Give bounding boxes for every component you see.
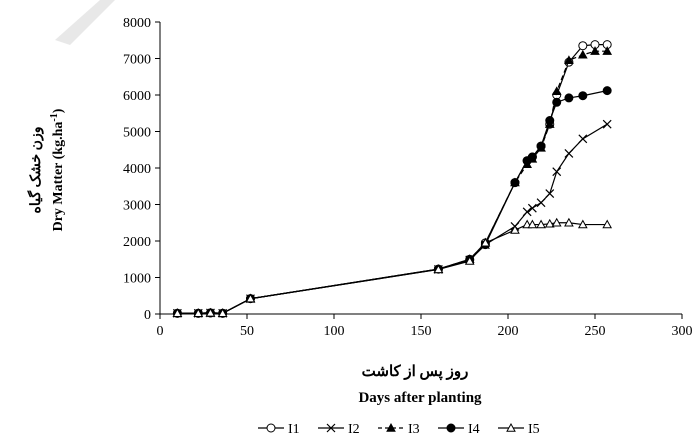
data-point-i3	[577, 49, 588, 59]
data-point-i2	[564, 148, 574, 158]
y-tick-label: 2000	[123, 235, 151, 250]
data-point-i4	[536, 141, 546, 151]
y-tick-label: 5000	[123, 126, 151, 141]
data-point-i5	[172, 308, 183, 317]
series-line-i1	[177, 44, 608, 314]
data-point-i2	[602, 119, 612, 129]
data-point-i5	[464, 256, 475, 265]
y-tick-label: 6000	[123, 89, 151, 104]
x-tick-label: 100	[324, 324, 345, 339]
x-tick-label: 0	[157, 324, 164, 339]
y-tick-label: 0	[144, 308, 151, 323]
x-tick-label: 200	[498, 324, 519, 339]
legend: I1 I2 I3 I4 I5	[258, 422, 540, 437]
y-tick-label: 1000	[123, 272, 151, 287]
data-point-i4	[527, 152, 537, 162]
x-tick-label: 250	[585, 324, 606, 339]
data-point-i5	[217, 308, 228, 317]
series-line-i3	[177, 50, 608, 314]
data-point-i5	[205, 307, 216, 317]
legend-marker	[266, 423, 276, 433]
x-tick-label: 50	[240, 324, 254, 339]
data-point-i5	[245, 293, 256, 303]
data-point-i4	[578, 91, 588, 101]
data-point-i5	[433, 264, 444, 274]
y-axis-label-persian: وزن خشک گیاه	[27, 127, 44, 214]
data-point-i5	[510, 225, 520, 234]
data-point-i5	[602, 219, 613, 229]
data-point-i4	[564, 93, 574, 103]
data-point-i2	[545, 189, 555, 198]
legend-label: I4	[468, 422, 480, 437]
data-point-i5	[544, 218, 555, 228]
y-tick-label: 3000	[123, 199, 151, 214]
data-point-i3	[564, 55, 574, 65]
data-point-i4	[602, 86, 612, 96]
x-tick-label: 150	[411, 324, 432, 339]
data-point-i4	[552, 97, 562, 107]
data-point-i2	[522, 207, 532, 217]
data-point-i3	[602, 46, 613, 55]
legend-marker	[326, 423, 336, 433]
data-point-i5	[527, 219, 538, 229]
legend-item-i4: I4	[438, 422, 480, 437]
y-axis-label-english-sup: -1	[49, 113, 60, 121]
y-tick-labels: 0 1000 2000 3000 4000 5000 6000 7000 8000	[123, 16, 160, 323]
series-line-i5	[177, 222, 608, 314]
x-axis-label-english: Days after planting	[358, 390, 482, 406]
data-point-i4	[545, 116, 555, 126]
y-axis-label-english: Dry Matter (kg.ha-1)	[49, 108, 67, 231]
legend-item-i2: I2	[318, 422, 360, 437]
y-tick-label: 4000	[123, 162, 151, 177]
y-axis-label-english-close: )	[51, 108, 66, 113]
watermark-shape	[55, 0, 115, 45]
data-point-i2	[527, 203, 537, 213]
series-i4	[172, 86, 612, 318]
series-group	[172, 40, 613, 318]
plot-axes	[159, 22, 682, 315]
data-point-i5	[577, 219, 588, 229]
data-point-i2	[552, 167, 562, 177]
data-point-i5	[551, 217, 562, 227]
y-tick-label: 7000	[123, 53, 151, 68]
data-point-i5	[480, 237, 491, 247]
series-i5	[172, 217, 613, 317]
legend-label: I3	[408, 422, 420, 437]
legend-marker	[506, 422, 516, 432]
legend-marker	[446, 423, 456, 433]
x-axis-label-persian: روز پس از کاشت	[362, 364, 469, 381]
y-tick-label: 8000	[123, 16, 151, 31]
data-point-i2	[536, 198, 546, 208]
data-point-i5	[193, 308, 204, 317]
data-point-i3	[551, 86, 562, 96]
data-point-i5	[564, 217, 574, 227]
series-i2	[172, 119, 612, 318]
data-point-i1	[578, 41, 588, 51]
legend-label: I2	[348, 422, 360, 437]
y-axis-label-english-main: Dry Matter (kg.ha	[51, 122, 66, 232]
data-point-i3	[590, 46, 600, 55]
x-tick-labels: 0 50 100 150 200 250 300	[157, 314, 693, 339]
legend-marker	[386, 422, 396, 432]
legend-item-i3: I3	[378, 422, 420, 437]
series-line-i2	[177, 123, 608, 314]
legend-label: I5	[528, 422, 540, 437]
series-line-i4	[177, 90, 608, 314]
legend-item-i1: I1	[258, 422, 300, 437]
x-tick-label: 300	[672, 324, 693, 339]
legend-item-i5: I5	[498, 422, 540, 437]
data-point-i5	[536, 219, 546, 229]
data-point-i2	[578, 134, 588, 144]
legend-label: I1	[288, 422, 300, 437]
data-point-i4	[510, 178, 520, 188]
